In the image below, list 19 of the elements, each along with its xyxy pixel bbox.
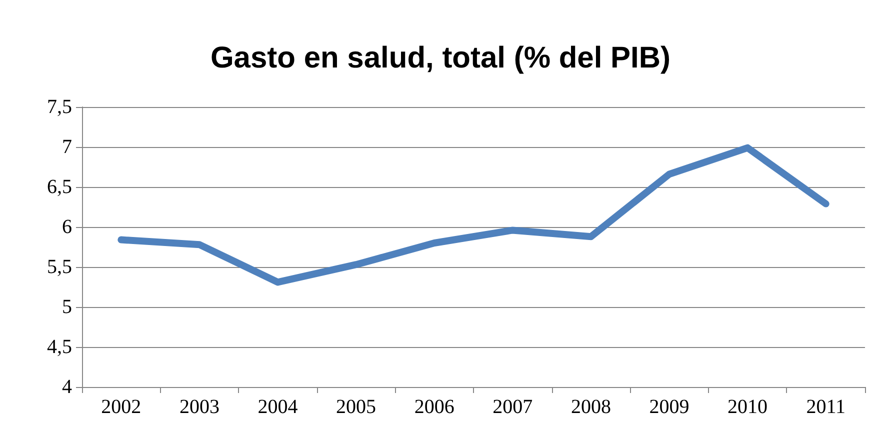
- x-tick-label: 2008: [570, 396, 611, 418]
- x-tick-label: 2005: [336, 396, 376, 418]
- x-tick-label: 2009: [649, 396, 690, 418]
- x-tick-label: 2006: [414, 396, 454, 418]
- y-tick-label: 5,5: [47, 256, 72, 278]
- x-tick-label: 2002: [101, 396, 142, 418]
- y-tick-label: 7,5: [47, 96, 72, 118]
- y-tick-label: 6: [62, 216, 72, 238]
- x-tick-label: 2007: [492, 396, 533, 418]
- chart-title: Gasto en salud, total (% del PIB): [210, 42, 671, 74]
- x-tick-label: 2003: [179, 396, 220, 418]
- x-tick-label: 2011: [806, 396, 846, 418]
- y-tick-label: 5: [62, 296, 72, 318]
- y-tick-label: 7: [62, 136, 72, 158]
- y-tick-label: 4,5: [47, 336, 72, 358]
- y-tick-label: 4: [62, 376, 72, 398]
- x-tick-label: 2010: [728, 396, 768, 418]
- x-tick-label: 2004: [258, 396, 298, 418]
- y-tick-label: 6,5: [47, 176, 72, 198]
